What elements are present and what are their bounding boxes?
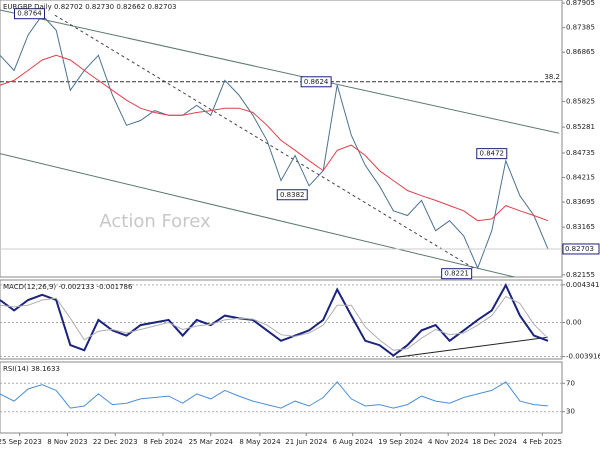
trendline	[396, 336, 549, 358]
series-line	[0, 54, 549, 222]
panel-title: RSI(14) 38.1633	[3, 365, 60, 373]
x-tick-label: 21 Jun 2024	[285, 438, 328, 446]
y-tick-label: 0.84215	[566, 173, 595, 181]
series-line	[0, 14, 549, 270]
panel-frame	[0, 279, 563, 360]
x-tick-label: 4 Feb 2025	[523, 438, 562, 446]
annotation-box	[476, 148, 508, 160]
y-tick-label: 70	[566, 379, 575, 387]
x-tick-label: 25 Mar 2024	[189, 438, 234, 446]
last-label: 0.82703	[565, 245, 594, 253]
watermark: Action Forex	[99, 211, 211, 232]
annotation-box	[441, 268, 473, 280]
y-tick-label: 0.83695	[566, 198, 595, 206]
x-tick-label: 8 Nov 2023	[47, 438, 87, 446]
series-line	[0, 381, 549, 409]
panel-title: EURGBP Daily 0.82702 0.82730 0.82662 0.8…	[3, 3, 176, 11]
annotation-box	[300, 76, 332, 88]
annotation-label: 0.8624	[304, 78, 329, 86]
y-tick-label: 0.83165	[566, 223, 595, 231]
x-tick-label: 19 Sep 2024	[378, 438, 423, 446]
x-tick-label: 22 Dec 2023	[93, 438, 138, 446]
y-tick-label: 0.87905	[566, 0, 595, 7]
y-tick-label: 0.84735	[566, 149, 595, 157]
y-tick-label: 0.86865	[566, 48, 595, 56]
y-tick-label: -0.003916	[566, 353, 600, 361]
y-tick-label: 0.00	[566, 319, 582, 327]
y-tick-label: 0.85825	[566, 97, 595, 105]
level-label: 38.2	[544, 73, 560, 81]
annotation-label: 0.8764	[17, 10, 42, 18]
y-tick-label: 0.82155	[566, 271, 595, 279]
trendline	[0, 9, 560, 134]
annotation-label: 0.8472	[480, 150, 505, 158]
trendline	[0, 153, 515, 278]
panel-title: MACD(12,26,9) -0.002133 -0.001786	[3, 283, 133, 291]
x-tick-label: 18 Dec 2024	[472, 438, 517, 446]
x-tick-label: 6 Aug 2024	[332, 438, 373, 446]
panel-frame	[0, 0, 563, 278]
x-tick-label: 4 Nov 2024	[428, 438, 469, 446]
x-tick-label: 25 Sep 2023	[0, 438, 42, 446]
y-tick-label: 0.87385	[566, 24, 595, 32]
last-box	[562, 243, 600, 255]
panel-frame	[0, 361, 563, 434]
annotation-label: 0.8221	[444, 270, 469, 278]
annotation-label: 0.8382	[280, 191, 305, 199]
x-tick-label: 8 Feb 2024	[143, 438, 183, 446]
y-tick-label: 0.004341	[566, 281, 599, 289]
annotation-box	[14, 8, 46, 20]
annotation-box	[276, 189, 308, 201]
y-tick-label: 30	[566, 408, 575, 416]
y-tick-label: 0.85281	[566, 123, 595, 131]
x-tick-label: 8 May 2024	[239, 438, 281, 446]
series-line	[0, 295, 549, 351]
trendline	[54, 14, 476, 270]
